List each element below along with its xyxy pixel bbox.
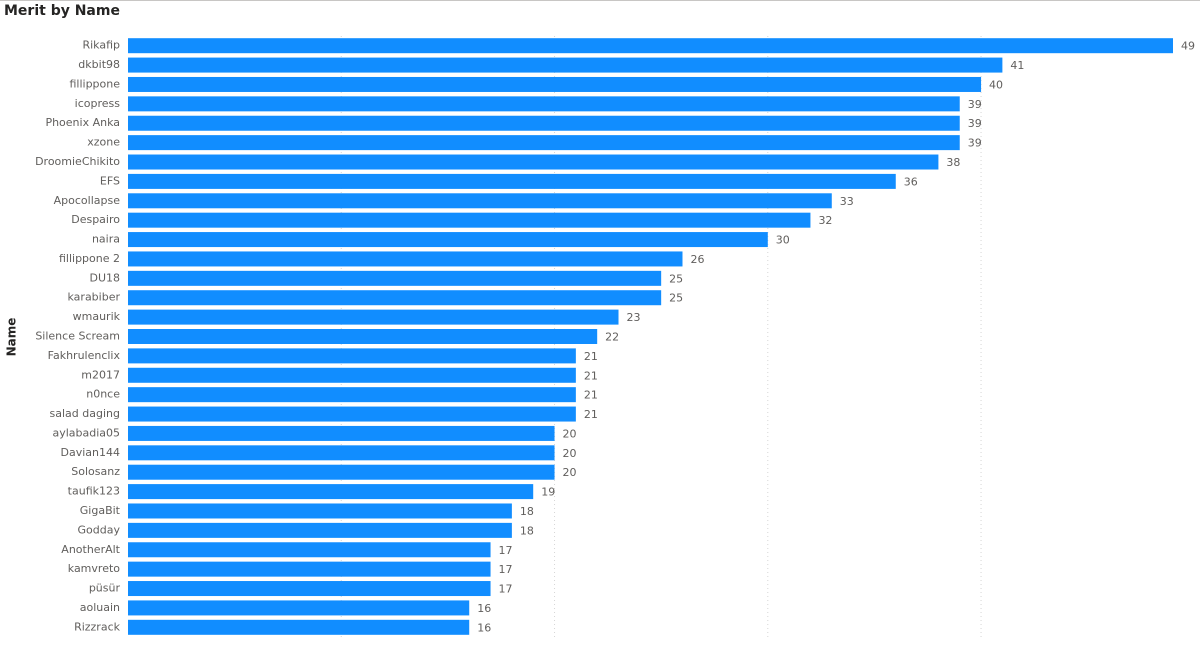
- y-tick-label: wmaurik: [73, 310, 121, 323]
- y-tick-label: Rizzrack: [74, 620, 121, 633]
- y-tick-label: EFS: [100, 174, 120, 187]
- data-label: 39: [968, 98, 982, 111]
- data-label: 30: [776, 234, 790, 247]
- data-label: 33: [840, 195, 854, 208]
- data-label: 49: [1181, 40, 1195, 53]
- y-tick-label: n0nce: [86, 388, 120, 401]
- data-label: 25: [669, 272, 683, 285]
- bar: [128, 522, 512, 538]
- y-tick-label: Godday: [78, 523, 121, 536]
- data-label: 21: [584, 389, 598, 402]
- data-label: 20: [563, 447, 577, 460]
- data-label: 23: [627, 311, 641, 324]
- bar: [128, 135, 960, 151]
- bar: [128, 503, 512, 519]
- y-tick-label: xzone: [87, 136, 120, 149]
- data-label: 25: [669, 292, 683, 305]
- bar: [128, 542, 491, 558]
- y-tick-label: kamvreto: [68, 562, 121, 575]
- data-label: 39: [968, 137, 982, 150]
- data-label: 32: [818, 214, 832, 227]
- data-label: 26: [690, 253, 704, 266]
- bar: [128, 387, 576, 403]
- y-axis-title: Name: [5, 318, 19, 357]
- data-label: 21: [584, 408, 598, 421]
- bar: [128, 309, 619, 325]
- y-tick-label: dkbit98: [78, 58, 120, 71]
- y-tick-label: fillippone 2: [59, 252, 120, 265]
- y-tick-label: AnotherAlt: [61, 543, 120, 556]
- bar: [128, 581, 491, 597]
- bar: [128, 464, 555, 480]
- y-tick-label: Rikafip: [82, 39, 120, 52]
- bar: [128, 38, 1173, 54]
- y-tick-label: DroomieChikito: [35, 155, 120, 168]
- y-tick-label: naira: [92, 233, 120, 246]
- data-label: 21: [584, 350, 598, 363]
- data-label: 36: [904, 175, 918, 188]
- bar: [128, 425, 555, 441]
- y-tick-label: Apocollapse: [54, 194, 121, 207]
- bar: [128, 251, 683, 267]
- y-tick-label: Solosanz: [71, 465, 120, 478]
- bar: [128, 600, 470, 616]
- y-tick-label: taufik123: [68, 485, 120, 498]
- bar: [128, 348, 576, 364]
- y-tick-label: m2017: [81, 368, 120, 381]
- y-tick-label: icopress: [75, 97, 121, 110]
- y-tick-label: aylabadia05: [52, 426, 120, 439]
- data-label: 20: [563, 427, 577, 440]
- y-tick-label: DU18: [89, 271, 120, 284]
- data-label: 17: [499, 563, 513, 576]
- y-tick-label: Fakhrulenclix: [48, 349, 121, 362]
- bar: [128, 561, 491, 577]
- y-tick-label: salad daging: [50, 407, 120, 420]
- bar: [128, 154, 939, 170]
- y-tick-label: aoluain: [80, 601, 120, 614]
- data-label: 22: [605, 331, 619, 344]
- y-tick-label: fillippone: [69, 77, 120, 90]
- bar: [128, 445, 555, 461]
- data-label: 16: [477, 621, 491, 634]
- data-label: 17: [499, 583, 513, 596]
- data-label: 18: [520, 505, 534, 518]
- data-label: 21: [584, 369, 598, 382]
- data-label: 17: [499, 544, 513, 557]
- bar: [128, 290, 662, 306]
- y-tick-label: GigaBit: [80, 504, 121, 517]
- data-label: 40: [989, 78, 1003, 91]
- y-tick-label: Despairo: [71, 213, 120, 226]
- bar: [128, 232, 768, 248]
- y-tick-label: Phoenix Anka: [45, 116, 120, 129]
- bar: [128, 270, 662, 286]
- data-label: 19: [541, 486, 555, 499]
- data-label: 18: [520, 524, 534, 537]
- y-tick-label: karabiber: [68, 291, 121, 304]
- chart-title: Merit by Name: [4, 3, 120, 19]
- bar: [128, 193, 832, 209]
- data-label: 20: [563, 466, 577, 479]
- bar: [128, 619, 470, 635]
- bar: [128, 212, 811, 228]
- bar: [128, 406, 576, 422]
- bar: [128, 96, 960, 112]
- bar: [128, 329, 598, 344]
- data-label: 39: [968, 117, 982, 130]
- bar: [128, 57, 1003, 73]
- bar: [128, 484, 534, 500]
- y-tick-label: Silence Scream: [35, 330, 120, 343]
- data-label: 38: [946, 156, 960, 169]
- bar: [128, 115, 960, 131]
- y-tick-label: Davian144: [61, 446, 121, 459]
- bar: [128, 173, 896, 189]
- y-tick-label: püsür: [89, 582, 121, 595]
- data-label: 41: [1010, 59, 1024, 72]
- bar: [128, 76, 982, 92]
- bar: [128, 367, 576, 383]
- data-label: 16: [477, 602, 491, 615]
